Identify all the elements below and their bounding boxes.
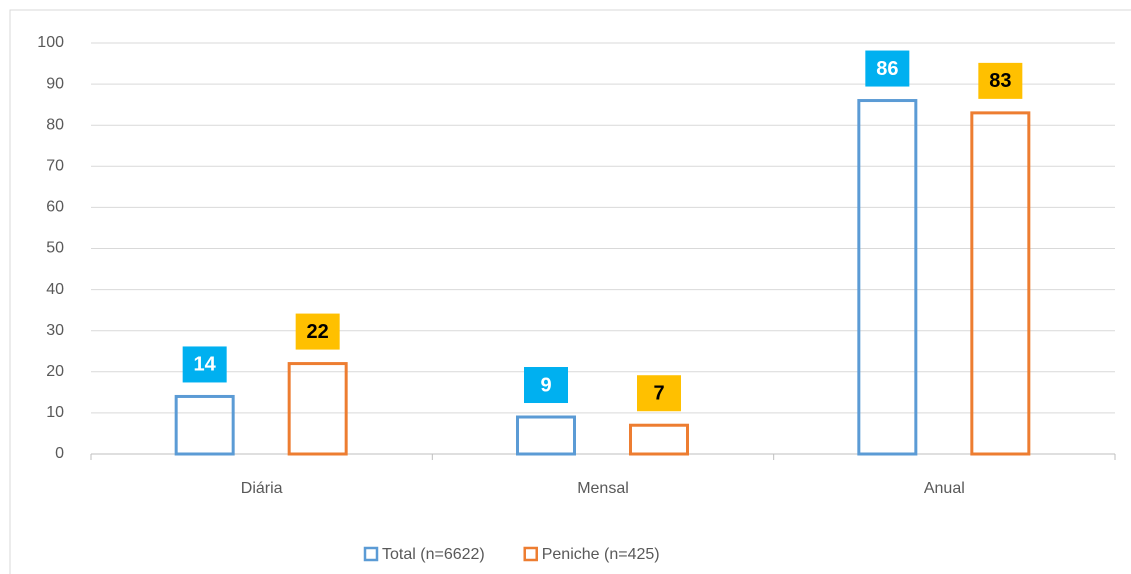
bar [516,415,576,456]
value-label-box [182,346,227,383]
bar [857,99,918,456]
legend-swatch [523,546,538,562]
value-label: 14 [194,354,217,376]
value-label-box [524,367,568,404]
y-tick-label: 10 [46,404,64,421]
chart-border [9,9,1131,574]
value-label-box [978,62,1023,99]
y-tick-label: 70 [46,158,64,175]
value-label: 7 [653,383,664,405]
legend-swatch [363,546,379,562]
legend-label: Peniche (n=425) [542,546,660,563]
value-label-box [637,375,681,412]
x-tick-label: Mensal [577,480,629,497]
y-tick-label: 20 [46,363,64,380]
value-label: 86 [876,58,898,80]
y-tick-label: 50 [46,240,64,257]
x-tick-label: Anual [924,480,965,497]
y-tick-label: 40 [46,281,64,298]
x-tick-label: Diária [241,480,283,497]
value-label: 83 [989,70,1011,92]
y-tick-label: 30 [46,322,64,339]
value-label: 22 [307,321,329,343]
y-tick-label: 60 [46,199,64,216]
y-tick-label: 80 [46,116,64,133]
y-tick-label: 100 [37,34,64,51]
y-tick-label: 90 [46,75,64,92]
legend-label: Total (n=6622) [382,546,485,563]
bar [970,111,1031,456]
bar [629,423,689,456]
value-label-box [295,313,340,350]
bar [174,394,235,456]
y-tick-label: 0 [55,445,64,462]
value-label-box [865,50,910,87]
bar [287,362,348,456]
value-label: 9 [540,374,551,396]
